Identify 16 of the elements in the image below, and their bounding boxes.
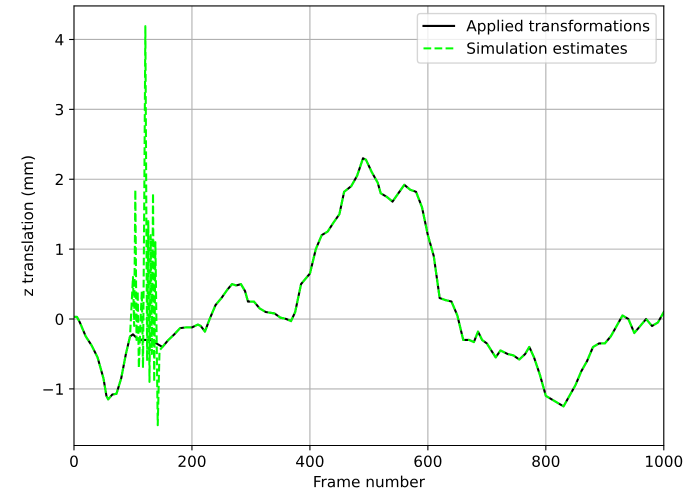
y-axis-title: z translation (mm) [21,156,36,296]
x-tick-label: 600 [414,455,442,468]
y-tick-label: 4 [55,34,64,46]
x-tick-label: 200 [178,455,206,468]
y-tick-label: 1 [56,244,63,255]
legend-label: Simulation estimates [467,42,627,54]
legend-label: Applied transformations [466,20,650,34]
y-tick-label: 2 [56,174,63,186]
x-axis-title: Frame number [314,476,425,488]
x-tick-label: 800 [532,455,560,468]
y-tick-label: 3 [56,104,64,116]
x-tick-label: 0 [70,455,78,468]
x-tick-label: 1000 [646,455,682,468]
y-tick-label: 0 [56,313,64,326]
y-tick-label: −1 [43,384,63,395]
x-tick-label: 400 [296,455,324,468]
